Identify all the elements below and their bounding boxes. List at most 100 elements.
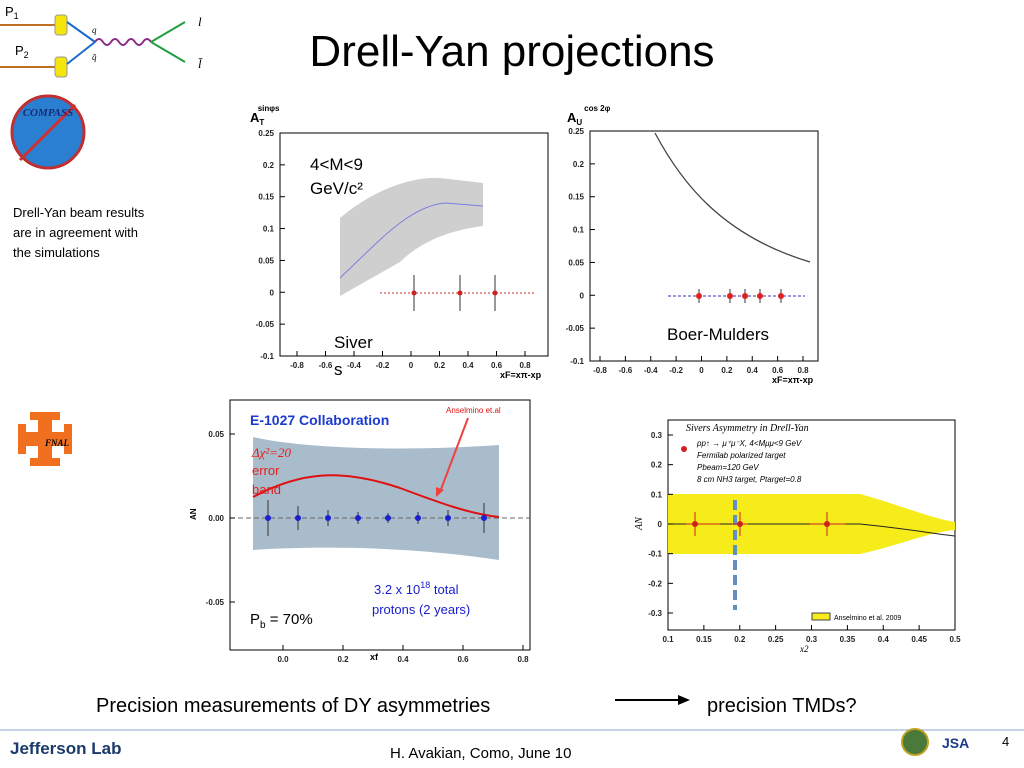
error-bars <box>413 275 496 311</box>
mass-range: 4<M<9 GeV/c² <box>310 155 363 198</box>
pol-text: P <box>250 611 260 628</box>
lbar-label: l̄ <box>198 56 203 71</box>
fnal-logo: FNAL <box>18 412 72 466</box>
y-tick-label: 0 <box>270 288 275 297</box>
jlab-logo: Jefferson Lab <box>10 739 121 758</box>
x-tick-label: 0.4 <box>747 366 759 375</box>
ylabel: A <box>567 110 577 125</box>
name-line: s <box>334 360 343 379</box>
y-tick-label: 0.25 <box>568 127 584 136</box>
p1-sub: 1 <box>14 11 19 21</box>
band-legend: Anselmino et al. 2009 <box>834 615 901 622</box>
anselmino-curve <box>252 474 500 518</box>
y-tick-label: 0.15 <box>258 193 274 202</box>
legend-line: Pbeam=120 GeV <box>697 463 759 472</box>
mass-line: 4<M<9 <box>310 155 363 174</box>
y-tick-label: 0 <box>658 520 663 529</box>
lepton-line <box>150 21 186 43</box>
x-axis-label: xf <box>370 652 379 662</box>
y-tick-label: 0.00 <box>208 514 224 523</box>
conclusion-right: precision TMDs? <box>707 695 857 717</box>
feynman-diagram: P1 P2 q q̄ l l̄ <box>0 4 203 78</box>
y-axis-label: AUcos 2φ <box>567 104 611 127</box>
jsa-logo: JSA <box>942 735 969 751</box>
y-tick-label: 0.1 <box>651 490 663 499</box>
y-tick-label: -0.1 <box>260 352 274 361</box>
x-tick-label: -0.4 <box>644 366 658 375</box>
band-line: Δχ²=20 <box>251 445 292 460</box>
hadron <box>54 56 68 78</box>
hadron <box>54 14 68 36</box>
ref-arrowhead <box>436 487 444 497</box>
y-tick-label: -0.2 <box>648 579 662 588</box>
compass-needle <box>18 103 77 162</box>
ref-label: Anselmino et.al <box>446 406 501 415</box>
x-tick-label: 0.5 <box>949 635 961 644</box>
y-tick-label: 0.05 <box>208 430 224 439</box>
ref-arrow <box>439 417 469 493</box>
x-tick-label: 0.8 <box>519 361 531 370</box>
lepton-line <box>150 41 186 63</box>
x-tick-label: 0.0 <box>277 655 289 664</box>
pol-sub: b <box>260 620 266 631</box>
qbar-label: q̄ <box>92 52 97 62</box>
name-line: Siver <box>334 333 373 352</box>
y-tick-label: -0.05 <box>206 598 225 607</box>
bm-plot: AUcos 2φ xF=xπ-xp Boer-Mulders <box>567 104 819 385</box>
x-axis-label: xF=xπ-xp <box>500 370 542 380</box>
note-line: Drell-Yan beam results <box>13 205 145 220</box>
y-tick-label: -0.3 <box>648 609 662 618</box>
bm-label: Boer-Mulders <box>667 325 769 344</box>
x-tick-label: 0.8 <box>517 655 529 664</box>
points <box>265 515 487 521</box>
x-tick-label: -0.2 <box>376 361 390 370</box>
x-tick-label: 0.6 <box>457 655 469 664</box>
ylabel-sub: T <box>259 118 264 127</box>
legend-line: Fermilab polarized target <box>697 451 786 460</box>
frame <box>229 399 531 651</box>
note-line: the simulations <box>13 245 100 260</box>
points <box>681 446 830 527</box>
y-tick-label: 0.3 <box>651 431 663 440</box>
e1027-plot: E-1027 Collaboration Anselmino et.al Δχ²… <box>189 399 531 662</box>
y-tick-label: -0.05 <box>256 320 275 329</box>
page-number: 4 <box>1002 734 1009 749</box>
p2: P <box>15 43 24 58</box>
x-tick-label: 0.4 <box>397 655 409 664</box>
y-tick-label: -0.1 <box>570 357 584 366</box>
band-line: error <box>252 463 280 478</box>
x-tick-label: -0.8 <box>593 366 607 375</box>
x-tick-label: 0.35 <box>840 635 856 644</box>
y-tick-label: 0.25 <box>258 129 274 138</box>
quark-line <box>66 21 96 43</box>
y-tick-label: 0.15 <box>568 193 584 202</box>
fnal-plot: Sivers Asymmetry in Drell-Yan pp↑ → μ⁺μ⁻… <box>634 419 956 654</box>
x-tick-label: 0 <box>409 361 414 370</box>
l-label: l <box>198 14 202 29</box>
x-tick-label: 0.4 <box>878 635 890 644</box>
y-tick-label: 0.2 <box>263 161 275 170</box>
quark-line <box>66 41 96 65</box>
collab-title: E-1027 Collaboration <box>250 412 389 428</box>
legend: pp↑ → μ⁺μ⁻X, 4<Mμμ<9 GeV Fermilab polari… <box>696 439 802 484</box>
pol-text: = 70% <box>266 611 313 628</box>
pol-label: Pb = 70% <box>250 611 313 631</box>
sivers-label: Siver s <box>334 333 373 379</box>
x-axis-label: x2 <box>799 644 809 654</box>
q-label: q <box>92 25 97 35</box>
photon <box>94 38 152 46</box>
sivers-plot: ATsinφs xF=xπ-xp 4<M<9 GeV/c² Siver s <box>250 104 549 380</box>
conclusion-left: Precision measurements of DY asymmetries <box>96 695 490 717</box>
y-tick-label: 0.05 <box>258 256 274 265</box>
p1: P <box>5 4 14 19</box>
note: Drell-Yan beam results are in agreement … <box>13 205 148 260</box>
x-tick-label: 0.6 <box>491 361 503 370</box>
protons-text: 3.2 x 10 <box>374 582 420 597</box>
ylabel-sup: cos 2φ <box>584 104 610 113</box>
compass-text: COMPASS <box>23 107 74 119</box>
band-label: Δχ²=20 error band <box>251 445 292 497</box>
sivers-curve <box>339 202 484 279</box>
ylabel-sub: U <box>576 118 582 127</box>
y-tick-label: 0.1 <box>573 226 585 235</box>
